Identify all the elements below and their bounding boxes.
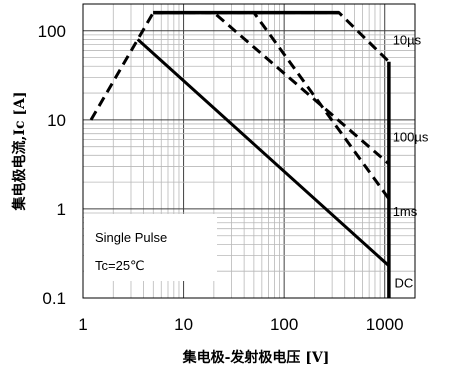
series-dc-line xyxy=(136,38,390,267)
limit-lines xyxy=(153,10,391,298)
y-tick-label: 1 xyxy=(57,200,66,219)
curve-label: 100µs xyxy=(393,130,429,145)
annotation-tc: Tc=25℃ xyxy=(95,258,145,273)
y-tick-label: 0.1 xyxy=(42,289,66,308)
x-tick-label: 1 xyxy=(78,315,87,334)
annotation-box: Single Pulse Tc=25℃ xyxy=(84,214,217,281)
x-tick-label: 10 xyxy=(174,315,193,334)
curve-labels: 10µs 100µs 1ms DC xyxy=(393,32,429,290)
x-tick-label: 1000 xyxy=(366,315,404,334)
x-tick-labels: 1 10 100 1000 xyxy=(78,315,403,334)
curve-label: DC xyxy=(394,275,413,290)
y-tick-labels: 0.1 1 10 100 xyxy=(38,22,66,308)
y-tick-label: 100 xyxy=(38,22,66,41)
y-axis-title: 集电极电流,Ic [A] xyxy=(11,92,28,212)
plot-frame xyxy=(82,3,416,299)
annotation-box-bg xyxy=(84,214,217,281)
y-tick-label: 10 xyxy=(47,111,66,130)
x-tick-label: 100 xyxy=(270,315,298,334)
curve-label: 1ms xyxy=(393,204,418,219)
curve-label: 10µs xyxy=(393,32,422,47)
annotation-single-pulse: Single Pulse xyxy=(95,230,167,245)
x-axis-title: 集电极-发射极电压 [V] xyxy=(182,349,330,366)
